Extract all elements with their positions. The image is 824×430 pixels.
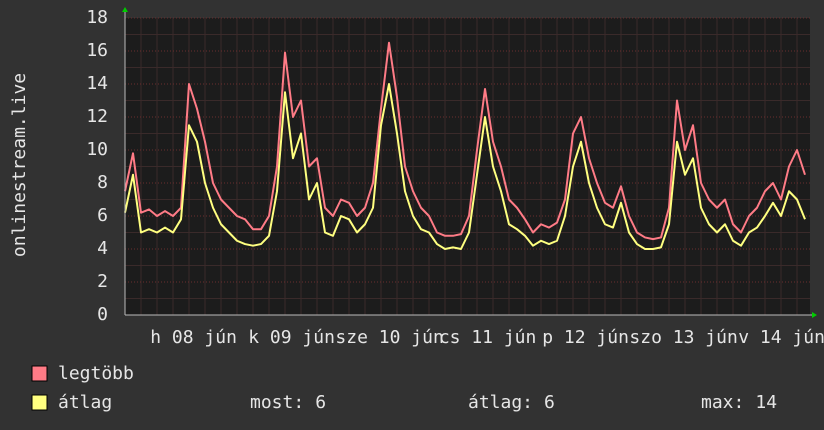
y-tick-label: 2	[97, 271, 108, 292]
summary-value: 6	[315, 392, 326, 413]
legend-label: legtöbb	[58, 363, 134, 384]
x-tick-label: v 14 jún	[738, 327, 824, 348]
x-tick-label: cs 11 jún	[439, 327, 537, 348]
summary: most: 6	[250, 392, 326, 413]
y-tick-label: 16	[86, 40, 108, 61]
y-tick-label: 0	[97, 304, 108, 325]
legend-label: átlag	[58, 392, 112, 413]
summary-label: most:	[250, 392, 304, 413]
series-line	[124, 83, 806, 250]
summary-value: 14	[755, 392, 777, 413]
legend-swatch	[31, 394, 48, 411]
summary: átlag: 6	[468, 392, 555, 413]
series-line	[124, 41, 806, 241]
y-tick-label: 8	[97, 172, 108, 193]
x-tick-label: k 09 jún	[248, 327, 335, 348]
x-tick-label: p 12 jún	[542, 327, 629, 348]
axis-arrow	[812, 312, 817, 318]
minor-grid	[125, 18, 810, 315]
x-tick-label: h 08 jún	[150, 327, 237, 348]
y-tick-label: 14	[86, 73, 108, 94]
y-tick-label: 10	[86, 139, 108, 160]
y-tick-label: 6	[97, 205, 108, 226]
x-tick-label: szo 13 jún	[629, 327, 737, 348]
summary-label: átlag:	[468, 392, 533, 413]
y-tick-label: 12	[86, 106, 108, 127]
y-tick-label: 4	[97, 238, 108, 259]
legend-swatch	[31, 365, 48, 382]
summary: max: 14	[701, 392, 777, 413]
summary-value: 6	[544, 392, 555, 413]
summary-label: max:	[701, 392, 744, 413]
y-axis-label: onlinestream.live	[9, 73, 30, 257]
axis-arrow	[122, 7, 128, 12]
x-tick-label: sze 10 jún	[335, 327, 443, 348]
y-tick-label: 18	[86, 7, 108, 28]
